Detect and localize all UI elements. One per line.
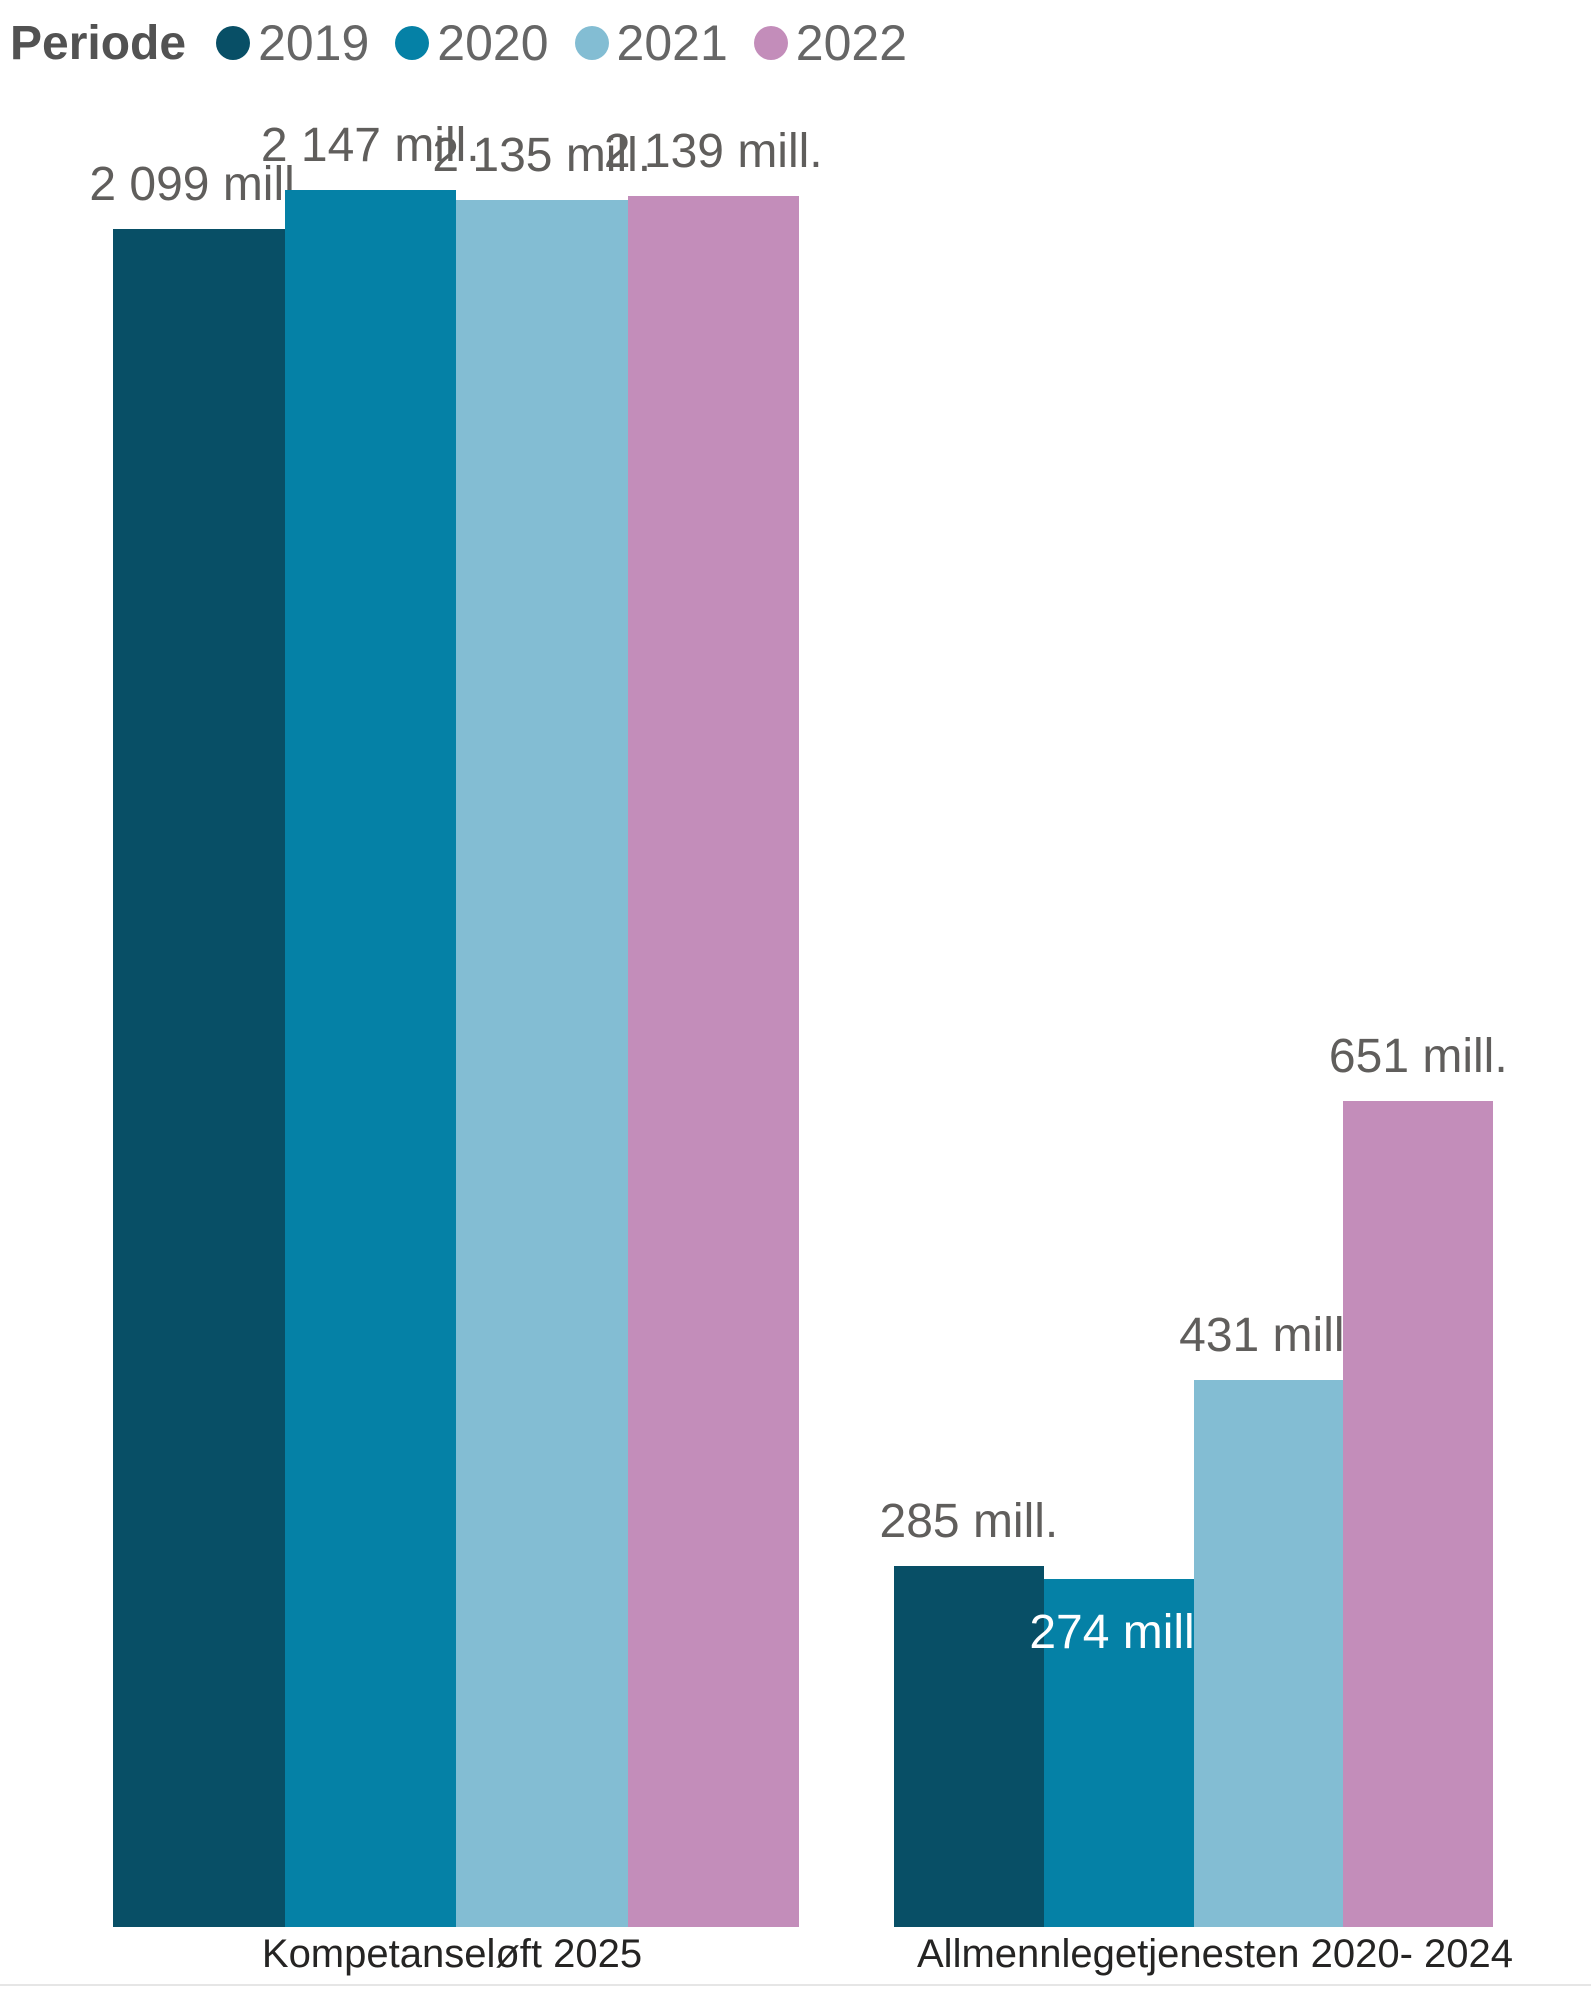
- data-label-2019-category-2: 285 mill.: [879, 1494, 1059, 1548]
- legend-item-label: 2020: [437, 15, 549, 71]
- bar-2020-category-1[interactable]: [284, 189, 456, 1927]
- bar-2019-category-1[interactable]: [113, 228, 285, 1927]
- chart-legend: Periode 2019 2020 2021 2022: [10, 12, 907, 74]
- legend-item-label: 2019: [258, 15, 370, 71]
- legend-items: 2019 2020 2021 2022: [216, 18, 907, 68]
- legend-item-label: 2021: [616, 15, 728, 71]
- bar-2021-category-2[interactable]: [1193, 1380, 1344, 1927]
- bar-2020-category-2[interactable]: [1043, 1579, 1194, 1927]
- legend-item-label: 2022: [795, 15, 907, 71]
- legend-swatch-icon: [753, 26, 788, 60]
- category-label-1: Kompetanseløft 2025: [261, 1932, 643, 1976]
- legend-item-2022[interactable]: 2022: [753, 15, 907, 71]
- data-label-2022-category-2: 651 mill.: [1328, 1030, 1508, 1084]
- bar-2019-category-2[interactable]: [894, 1565, 1044, 1927]
- bar-2021-category-1[interactable]: [456, 199, 628, 1927]
- legend-item-2019[interactable]: 2019: [216, 18, 369, 68]
- bottom-divider: [0, 1984, 1591, 1986]
- category-label-2: Allmennlegetjenesten 2020- 2024: [917, 1932, 1513, 1976]
- legend-swatch-icon: [216, 26, 251, 60]
- data-label-2020-category-1: 2 147 mill.: [260, 118, 480, 172]
- legend-item-2020[interactable]: 2020: [395, 15, 549, 71]
- legend-swatch-icon: [574, 26, 609, 60]
- bar-2022-category-1[interactable]: [627, 196, 799, 1927]
- legend-item-2021[interactable]: 2021: [574, 15, 728, 71]
- legend-swatch-icon: [395, 26, 430, 60]
- data-label-2021-category-1: 2 135 mill.: [432, 128, 652, 182]
- bar-2022-category-2[interactable]: [1343, 1101, 1494, 1927]
- data-label-2019-category-1: 2 099 mill.: [89, 157, 309, 211]
- data-label-2022-category-1: 2 139 mill.: [603, 125, 823, 179]
- data-label-2021-category-2: 431 mill.: [1179, 1309, 1358, 1363]
- legend-title: Periode: [10, 16, 187, 70]
